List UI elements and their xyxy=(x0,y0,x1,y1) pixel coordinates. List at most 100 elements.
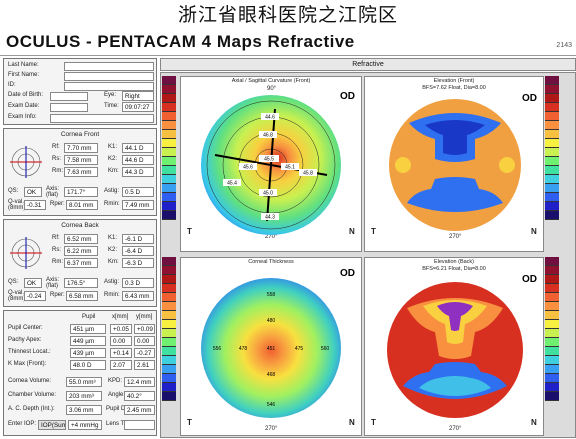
axis-bottom-label: 270° xyxy=(449,426,462,432)
svg-text:45.4: 45.4 xyxy=(227,181,237,187)
scale-swatch xyxy=(162,347,176,356)
pupil-dia-label: Pupil Dia: xyxy=(106,406,132,412)
svg-text:46.8: 46.8 xyxy=(263,133,273,139)
cornea-front-header: Cornea Front xyxy=(60,131,100,138)
first-name-field[interactable] xyxy=(64,72,154,81)
cb-km-value: -6.3 D xyxy=(122,258,154,268)
cb-axis-value: 176.5° xyxy=(64,278,98,288)
axis-bottom-label: 270° xyxy=(449,234,462,240)
eye-od-label: OD xyxy=(340,268,355,279)
scale-swatch xyxy=(162,374,176,383)
lens-th-value xyxy=(124,420,155,430)
pachy-row-value: 439 µm xyxy=(70,348,106,358)
scale-swatch xyxy=(545,329,559,338)
eye-od-label: OD xyxy=(340,91,355,102)
scale-swatch xyxy=(545,148,559,157)
cb-rmin-value: 6.43 mm xyxy=(122,291,154,301)
pachy-row-y: -0.27 xyxy=(134,348,155,358)
acd-value: 3.06 mm xyxy=(66,405,102,415)
app-title: OCULUS - PENTACAM 4 Maps Refractive xyxy=(6,32,355,51)
dob-label: Date of Birth: xyxy=(8,92,44,98)
axis-top-label: 90° xyxy=(267,86,277,92)
pachy-row-label: Pupil Center: xyxy=(8,325,43,331)
cf-astig-value: 0.5 D xyxy=(122,187,154,197)
cf-axis-value: 171.7° xyxy=(64,187,98,197)
angle-label: Angle: xyxy=(108,392,126,398)
scale-swatch xyxy=(545,166,559,175)
cb-astig-label: Astig: xyxy=(104,279,120,285)
scale-swatch xyxy=(545,392,559,401)
cb-astig-value: 0.3 D xyxy=(122,278,154,288)
scale-swatch xyxy=(162,103,176,112)
elevation-front-graphic xyxy=(389,99,521,231)
scale-swatch xyxy=(545,356,559,365)
pachy-row-x: +0.14 xyxy=(110,348,132,358)
scale-swatch xyxy=(545,103,559,112)
elevation-back-map[interactable]: Elevation (Back) BFS=6.21 Float, Dia=8.0… xyxy=(364,257,544,436)
scale-swatch xyxy=(162,311,176,320)
id-field[interactable] xyxy=(64,82,154,91)
iop-sum-button[interactable]: IOP(Sum): xyxy=(38,420,66,430)
cf-astig-label: Astig: xyxy=(104,188,120,194)
cb-rper-value: 6.58 mm xyxy=(66,291,98,301)
refractive-tab[interactable]: Refractive xyxy=(160,58,576,71)
pachy-row-y: +0.09 xyxy=(134,324,155,334)
axis-left-label: T xyxy=(187,418,192,427)
exam-date-field[interactable] xyxy=(50,103,88,112)
svg-text:44.6: 44.6 xyxy=(265,115,275,121)
svg-text:44.3: 44.3 xyxy=(265,215,275,221)
iop-value[interactable]: +4 mmHg xyxy=(68,420,102,430)
patient-panel: Last Name: First Name: ID: Date of Birth… xyxy=(3,58,157,125)
scale-swatch xyxy=(162,302,176,311)
cf-rf-label: Rf: xyxy=(52,144,60,150)
pupil-col-header: Pupil xyxy=(82,314,96,320)
cf-rper-label: Rper: xyxy=(50,201,65,207)
cb-rs-label: Rs: xyxy=(52,247,61,253)
scale-swatch xyxy=(162,329,176,338)
eye-value: Right xyxy=(122,91,154,101)
cb-k2-label: K2: xyxy=(108,247,118,253)
exam-info-field[interactable] xyxy=(50,114,154,123)
svg-text:451: 451 xyxy=(267,346,276,352)
scale-swatch xyxy=(162,275,176,284)
scale-swatch xyxy=(545,266,559,275)
scale-swatch xyxy=(162,320,176,329)
corneal-thickness-map[interactable]: Corneal Thickness OD 270° T N 451 480 468 … xyxy=(180,257,362,436)
scale-swatch xyxy=(162,257,176,266)
svg-text:478: 478 xyxy=(239,346,248,352)
eye-od-label: OD xyxy=(522,274,537,285)
scale-swatch xyxy=(545,94,559,103)
eye-label: Eye: xyxy=(104,92,117,98)
pupil-dia-value: 2.45 mm xyxy=(124,405,155,415)
axis-left-label: T xyxy=(187,227,192,236)
cb-km-label: Km: xyxy=(108,259,119,265)
cb-qs-label: QS: xyxy=(8,279,19,285)
scale-swatch xyxy=(162,121,176,130)
axial-curvature-map[interactable]: Axial / Sagittal Curvature (Front) OD 90… xyxy=(180,76,362,252)
cf-rmin-value: 7.49 mm xyxy=(122,200,154,210)
cf-k2-value: 44.6 D xyxy=(122,155,154,165)
cb-rm-label: Rm: xyxy=(52,259,63,265)
svg-text:45.5: 45.5 xyxy=(264,157,274,163)
pachy-row-value: 449 µm xyxy=(70,336,106,346)
cornea-volume-value: 55.0 mm³ xyxy=(66,377,102,387)
cb-axis-label: Axis: (flat) xyxy=(46,277,60,289)
last-name-field[interactable] xyxy=(64,62,154,71)
scale-swatch xyxy=(545,302,559,311)
scale-swatch xyxy=(162,365,176,374)
dob-field[interactable] xyxy=(50,92,88,101)
elevation-front-map[interactable]: Elevation (Front) BFS=7.62 Float, Dia=8.… xyxy=(364,76,544,252)
scale-swatch xyxy=(162,157,176,166)
pachy-row-x: 0.00 xyxy=(110,336,132,346)
time-value: 09:07:27 xyxy=(122,102,154,112)
cf-q-label: Q-val. (8mm) xyxy=(8,199,26,211)
scale-swatch xyxy=(162,94,176,103)
axis-bottom-label: 270° xyxy=(265,426,278,432)
cf-k1-value: 44.1 D xyxy=(122,143,154,153)
scale-swatch xyxy=(545,175,559,184)
cf-q-value: -0.31 xyxy=(24,200,46,210)
scale-swatch xyxy=(545,112,559,121)
axis-left-label: T xyxy=(371,418,376,427)
cb-rm-value: 6.37 mm xyxy=(64,258,98,268)
cf-axis-label: Axis: (flat) xyxy=(46,186,60,198)
